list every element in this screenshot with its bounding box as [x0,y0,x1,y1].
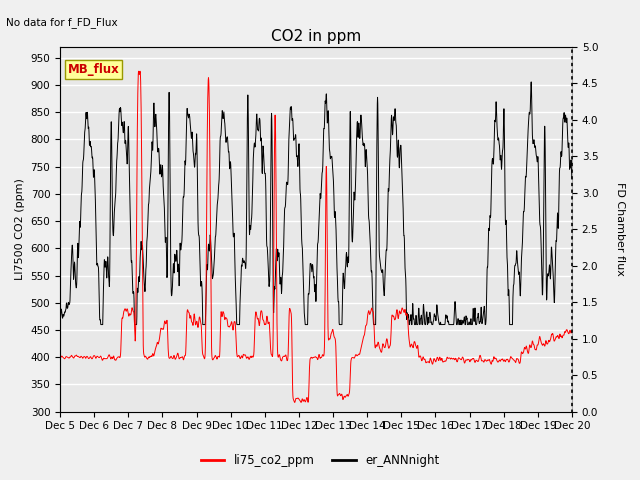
Y-axis label: FD Chamber flux: FD Chamber flux [615,182,625,276]
Title: CO2 in ppm: CO2 in ppm [271,29,361,44]
Text: MB_flux: MB_flux [68,63,120,76]
Text: No data for f_FD_Flux: No data for f_FD_Flux [6,17,118,28]
Legend: li75_co2_ppm, er_ANNnight: li75_co2_ppm, er_ANNnight [196,449,444,472]
Y-axis label: LI7500 CO2 (ppm): LI7500 CO2 (ppm) [15,179,25,280]
